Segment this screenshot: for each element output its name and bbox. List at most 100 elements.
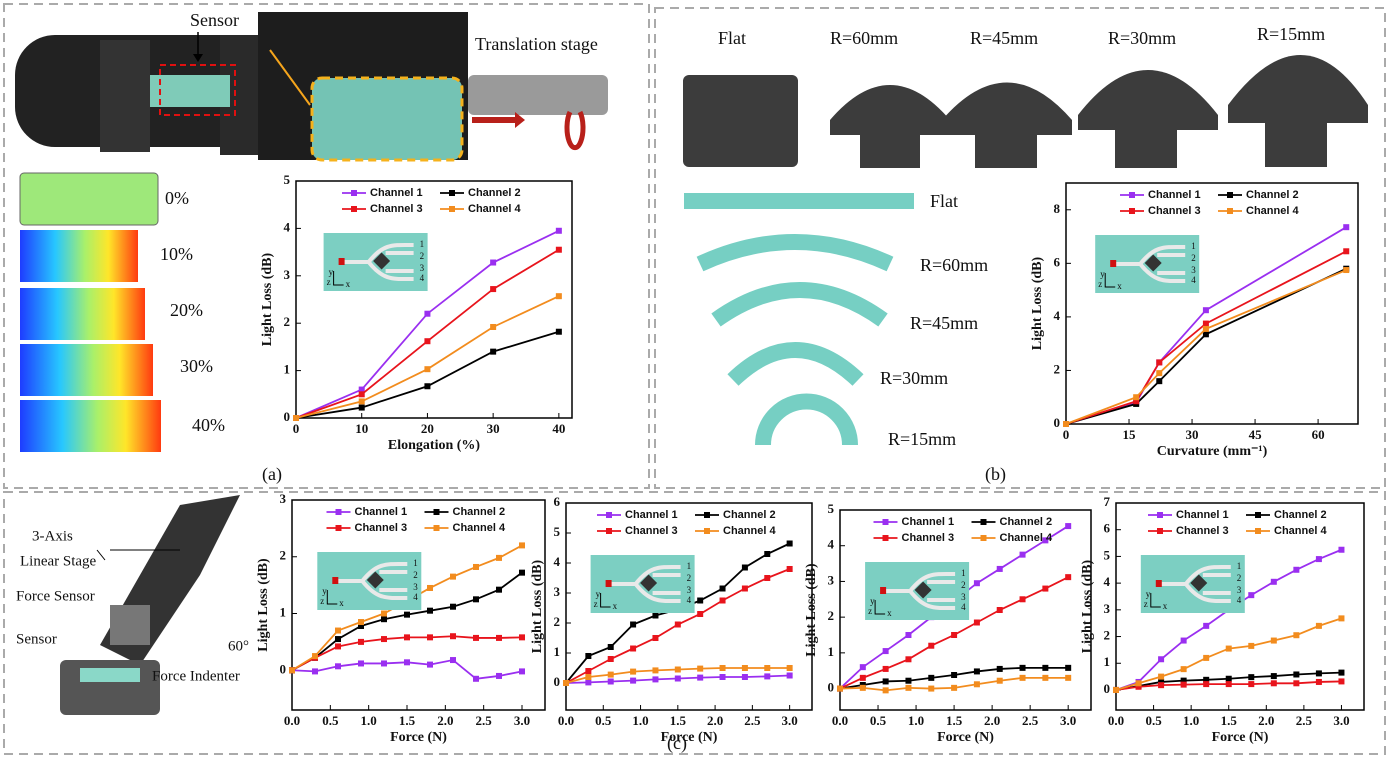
- legend-marker: [1227, 208, 1233, 214]
- x-tick-label: 0.0: [558, 713, 574, 728]
- y-tick-label: 1: [554, 644, 561, 659]
- x-axis-label: Force (N): [937, 730, 994, 745]
- point: [630, 678, 636, 684]
- point: [490, 324, 496, 330]
- legend-label: Channel 2: [1000, 516, 1053, 528]
- point: [1203, 326, 1209, 332]
- inset-port: 4: [1237, 595, 1242, 605]
- inset-port: 2: [961, 580, 966, 590]
- legend-label: Channel 3: [1148, 205, 1201, 217]
- point: [787, 541, 793, 547]
- point: [860, 685, 866, 691]
- point: [358, 639, 364, 645]
- point: [997, 666, 1003, 672]
- inset-port: 1: [420, 239, 425, 249]
- x-tick-label: 0: [293, 421, 300, 436]
- point: [974, 668, 980, 674]
- legend-marker: [351, 206, 357, 212]
- point: [697, 675, 703, 681]
- inset-port: 2: [420, 251, 425, 261]
- inset-axis: y: [1146, 589, 1151, 599]
- panel-label: (a): [262, 464, 282, 485]
- point: [883, 648, 889, 654]
- point: [630, 646, 636, 652]
- point: [1293, 632, 1299, 638]
- y-tick-label: 4: [1104, 574, 1111, 589]
- point: [1158, 674, 1164, 680]
- legend-label: Channel 3: [370, 203, 423, 215]
- inset-axis: z: [594, 599, 598, 609]
- x-tick-label: 15: [1123, 427, 1137, 442]
- point: [427, 585, 433, 591]
- point: [1316, 670, 1322, 676]
- y-tick-label: 3: [280, 491, 287, 506]
- point: [359, 405, 365, 411]
- y-axis-label: Light Loss (dB): [260, 252, 275, 346]
- point: [974, 580, 980, 586]
- label: 3-Axis: [32, 528, 73, 544]
- point: [997, 566, 1003, 572]
- inset-port: 3: [687, 585, 692, 595]
- inset-axis: z: [1098, 279, 1102, 289]
- point: [1293, 680, 1299, 686]
- point: [381, 611, 387, 617]
- point: [1133, 394, 1139, 400]
- point: [1181, 682, 1187, 688]
- point: [974, 681, 980, 687]
- inset-source: [880, 587, 886, 594]
- legend-label: Channel 4: [1000, 532, 1053, 544]
- y-tick-label: 2: [828, 608, 835, 623]
- point: [1203, 623, 1209, 629]
- point: [473, 676, 479, 682]
- strain-label: 10%: [160, 244, 193, 264]
- y-tick-label: 3: [284, 267, 291, 282]
- legend-label: Channel 2: [1274, 509, 1327, 521]
- point: [1316, 556, 1322, 562]
- x-tick-label: 0.5: [870, 713, 887, 728]
- point: [720, 665, 726, 671]
- x-tick-label: 1.5: [670, 713, 687, 728]
- y-tick-label: 4: [828, 537, 835, 552]
- point: [1065, 665, 1071, 671]
- shape-label: R=15mm: [1257, 24, 1325, 44]
- point: [1338, 547, 1344, 553]
- point: [496, 635, 502, 641]
- point: [1181, 666, 1187, 672]
- point: [490, 349, 496, 355]
- point: [381, 660, 387, 666]
- x-tick-label: 0.5: [595, 713, 612, 728]
- point: [556, 329, 562, 335]
- y-tick-label: 6: [1054, 254, 1061, 269]
- point: [1271, 579, 1277, 585]
- y-tick-label: 2: [554, 614, 561, 629]
- x-tick-label: 2.0: [984, 713, 1000, 728]
- x-tick-label: 0.0: [1108, 713, 1124, 728]
- x-tick-label: 1.0: [361, 713, 377, 728]
- point: [742, 665, 748, 671]
- point: [860, 675, 866, 681]
- point: [312, 668, 318, 674]
- panel-label: (b): [985, 464, 1006, 485]
- legend-label: Channel 4: [468, 203, 521, 215]
- point: [519, 542, 525, 548]
- x-axis-label: Force (N): [661, 730, 718, 745]
- point: [519, 634, 525, 640]
- point: [951, 685, 957, 691]
- point: [1020, 675, 1026, 681]
- legend-label: Channel 4: [1246, 205, 1299, 217]
- point: [1293, 671, 1299, 677]
- inset-port: 4: [1191, 275, 1196, 285]
- legend-label: Channel 4: [723, 525, 776, 537]
- inset-axis: z: [327, 277, 331, 287]
- point: [424, 311, 430, 317]
- point: [1248, 643, 1254, 649]
- point: [1020, 596, 1026, 602]
- shape-label: Flat: [718, 28, 746, 48]
- point: [496, 587, 502, 593]
- point: [585, 679, 591, 685]
- point: [1203, 321, 1209, 327]
- legend-marker: [1255, 512, 1261, 518]
- point: [675, 622, 681, 628]
- label: 60°: [228, 638, 249, 654]
- point: [883, 687, 889, 693]
